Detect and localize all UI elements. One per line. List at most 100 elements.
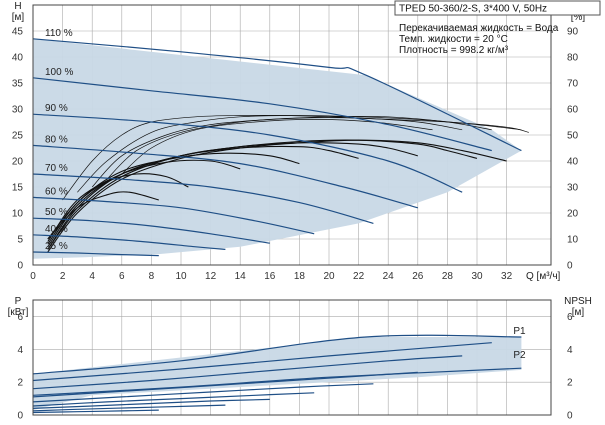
curve-label: 90 % — [45, 103, 68, 114]
info-line-fluid: Перекачиваемая жидкость = Вода — [399, 23, 559, 34]
curve-70 — [32, 173, 374, 224]
head-chart: 0 2 4 6 8 10 12 14 16 18 20 22 24 26 28 30 3205101520253… — [12, 1, 586, 282]
curve-label: 40 % — [45, 224, 68, 235]
curve-line7 — [32, 398, 270, 409]
y-right-axis-unit: [%] — [571, 12, 586, 23]
y-left-axis-unit: [кВт] — [8, 307, 29, 318]
y-right-tick-label: 60 — [567, 105, 579, 116]
info-title: TPED 50-360/2-S, 3*400 V, 50Hz — [399, 4, 547, 15]
y-left-axis-unit: [м] — [12, 12, 25, 23]
y-left-tick-label: 20 — [12, 157, 24, 168]
x-tick-label: 4 — [89, 271, 95, 282]
curve-80 — [32, 144, 418, 209]
y-left-tick-label: 0 — [17, 261, 23, 272]
x-tick-label: 14 — [235, 271, 247, 282]
x-tick-label: 30 — [471, 271, 483, 282]
head-operating-envelope — [33, 38, 522, 259]
x-axis-title: Q [м³/ч] — [526, 271, 561, 282]
y-right-tick-label: 90 — [567, 27, 579, 38]
info-line-temperature: Темп. жидкости = 20 °C — [399, 34, 508, 45]
curve-label-p2: P2 — [513, 350, 526, 361]
curve-line4 — [32, 371, 418, 398]
y-left-tick-label: 25 — [12, 131, 24, 142]
power-frame — [32, 299, 552, 416]
y-left-tick-label: 4 — [17, 345, 23, 356]
curve-line8 — [32, 404, 226, 412]
y-right-tick-label: 40 — [567, 157, 579, 168]
y-left-tick-label: 40 — [12, 53, 24, 64]
y-right-tick-label: 20 — [567, 209, 579, 220]
curve-label-p1: P1 — [513, 326, 526, 337]
y-left-tick-label: 6 — [17, 312, 23, 323]
y-right-tick-label: 6 — [567, 312, 573, 323]
y-right-tick-label: 4 — [567, 345, 573, 356]
y-left-tick-label: 35 — [12, 79, 24, 90]
power-chart: 0 2 4 6 0 2 4 6 P[кВт] NPSH[м] P1 P2 — [8, 296, 592, 422]
curve-P1 — [32, 334, 522, 375]
curve-P2 — [32, 367, 522, 396]
curve-100 — [32, 77, 492, 152]
efficiency-curve — [47, 145, 359, 248]
curve-label: 80 % — [45, 134, 68, 145]
info-box: TPED 50-360/2-S, 3*400 V, 50Hz Перекачив… — [394, 0, 601, 56]
efficiency-curve — [47, 191, 159, 240]
efficiency-curve — [47, 139, 507, 253]
curve-line9 — [32, 409, 159, 414]
x-tick-label: 10 — [175, 271, 187, 282]
x-tick-label: 32 — [501, 271, 513, 282]
curve-label: 100 % — [45, 67, 73, 78]
x-tick-label: 28 — [442, 271, 454, 282]
x-tick-label: 12 — [205, 271, 217, 282]
x-tick-label: 24 — [383, 271, 395, 282]
y-left-tick-label: 2 — [17, 378, 23, 389]
efficiency-curve — [47, 159, 241, 242]
y-left-axis-title: P — [15, 296, 22, 307]
y-right-axis-unit: [м] — [572, 307, 585, 318]
y-right-tick-label: 10 — [567, 235, 579, 246]
head-frame — [32, 4, 552, 266]
curve-line2 — [32, 355, 463, 390]
y-right-axis-title: NPSH — [564, 296, 592, 307]
info-title-frame — [394, 0, 601, 16]
x-tick-label: 8 — [149, 271, 155, 282]
info-line-density: Плотность = 998.2 кг/м³ — [399, 45, 509, 56]
curve-label: 50 % — [45, 207, 68, 218]
curve-40 — [32, 234, 226, 250]
curve-25 — [32, 251, 159, 257]
efficiency-curve — [106, 117, 463, 180]
curve-50 — [32, 217, 270, 244]
y-right-tick-label: 50 — [567, 131, 579, 142]
y-left-tick-label: 45 — [12, 27, 24, 38]
x-tick-label: 18 — [294, 271, 306, 282]
x-tick-label: 6 — [119, 271, 125, 282]
curve-60 — [32, 196, 315, 235]
power-operating-envelope — [33, 336, 522, 411]
curve-label: 110 % — [45, 28, 73, 39]
efficiency-curve — [47, 142, 418, 250]
y-left-tick-label: 10 — [12, 209, 24, 220]
curve-label: 60 % — [45, 186, 68, 197]
y-right-tick-label: 30 — [567, 183, 579, 194]
y-left-tick-label: 0 — [17, 411, 23, 422]
curve-line6 — [32, 392, 315, 407]
curve-label: 25 % — [45, 241, 68, 252]
y-right-tick-label: 0 — [567, 411, 573, 422]
x-tick-label: 22 — [353, 271, 365, 282]
x-tick-label: 0 — [30, 271, 36, 282]
y-right-tick-label: 80 — [567, 53, 579, 64]
curve-90 — [32, 113, 463, 193]
y-left-tick-label: 30 — [12, 105, 24, 116]
y-right-tick-label: 2 — [567, 378, 573, 389]
y-right-tick-label: 0 — [567, 261, 573, 272]
y-left-tick-label: 5 — [17, 235, 23, 246]
x-tick-label: 2 — [60, 271, 66, 282]
curve-line1 — [32, 342, 492, 382]
x-tick-label: 16 — [264, 271, 276, 282]
curve-110 — [32, 38, 522, 152]
x-tick-label: 26 — [412, 271, 424, 282]
x-tick-label: 20 — [323, 271, 335, 282]
y-right-tick-label: 70 — [567, 79, 579, 90]
y-left-tick-label: 15 — [12, 183, 24, 194]
